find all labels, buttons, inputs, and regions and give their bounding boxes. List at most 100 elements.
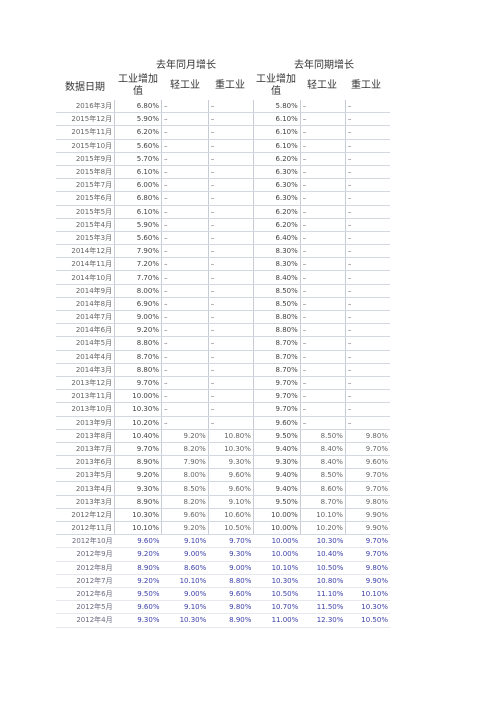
light-period-cell: –: [299, 152, 346, 166]
date-cell: 2012年4月: [56, 613, 115, 628]
industrial-yoy-cell: 7.90%: [114, 244, 162, 259]
heavy-period-cell: 9.70%: [344, 442, 390, 457]
industrial-yoy-cell: 6.80%: [114, 191, 162, 206]
heavy-period-cell: –: [344, 152, 390, 166]
heavy-yoy-cell: 9.60%: [207, 468, 254, 483]
date-cell: 2014年3月: [56, 363, 115, 377]
light-yoy-cell: 8.00%: [161, 468, 209, 483]
light-period-cell: 10.20%: [299, 521, 346, 536]
heavy-period-cell: –: [344, 323, 390, 338]
heavy-period-cell: 10.50%: [345, 613, 390, 628]
light-yoy-cell: –: [161, 389, 209, 404]
heavy-period-cell: 9.70%: [345, 534, 390, 549]
heavy-yoy-cell: 9.10%: [207, 495, 254, 509]
light-yoy-cell: 9.20%: [161, 429, 209, 443]
date-cell: 2016年3月: [56, 100, 115, 114]
light-period-cell: –: [299, 178, 346, 193]
light-yoy-cell: –: [161, 231, 209, 246]
table-row: 2013年3月 8.90% 8.20% 9.10% 9.50% 8.70% 9.80%: [56, 495, 390, 509]
light-yoy-cell: 9.10%: [161, 600, 209, 615]
heavy-period-cell: –: [344, 231, 390, 246]
light-period-cell: –: [299, 323, 346, 338]
light-yoy-cell: 9.00%: [161, 587, 209, 602]
light-period-cell: 8.40%: [299, 442, 346, 457]
light-yoy-cell: –: [161, 363, 209, 377]
light-yoy-cell: –: [161, 165, 209, 180]
heavy-period-cell: –: [344, 270, 390, 285]
light-period-cell: –: [299, 218, 346, 232]
heavy-period-cell: –: [344, 350, 390, 364]
light-period-cell: –: [299, 297, 346, 312]
light-period-cell: 10.10%: [299, 508, 346, 523]
light-yoy-cell: 10.30%: [161, 613, 209, 628]
heavy-yoy-cell: 9.70%: [208, 534, 254, 549]
date-cell: 2013年12月: [56, 376, 115, 391]
heavy-period-cell: 9.80%: [344, 495, 390, 509]
date-cell: 2012年5月: [56, 600, 115, 615]
light-yoy-cell: 9.10%: [161, 534, 209, 549]
heavy-period-cell: 9.70%: [344, 481, 390, 496]
table-row: 2013年5月 9.20% 8.00% 9.60% 9.40% 8.50% 9.70%: [56, 468, 390, 483]
heavy-period-cell: –: [344, 178, 390, 193]
industrial-period-cell: 10.00%: [253, 534, 301, 549]
heavy-yoy-cell: –: [207, 191, 254, 206]
industrial-period-cell: 6.20%: [252, 205, 301, 219]
industrial-yoy-cell: 9.00%: [114, 310, 162, 325]
industrial-yoy-cell: 8.90%: [114, 495, 162, 509]
table-row: 2014年4月 8.70% – –8.70% – –: [56, 350, 390, 364]
light-period-cell: –: [299, 231, 346, 246]
table-row: 2014年10月 7.70% – –8.40% – –: [56, 270, 390, 285]
light-period-cell: –: [299, 402, 346, 417]
industrial-yoy-cell: 10.10%: [114, 521, 162, 536]
industrial-period-cell: 6.20%: [252, 218, 301, 232]
date-cell: 2014年7月: [56, 310, 115, 325]
heavy-yoy-cell: –: [207, 323, 254, 338]
date-cell: 2015年8月: [56, 165, 115, 180]
header-light-industry: 轻工业: [170, 80, 200, 91]
industrial-period-cell: 10.70%: [253, 600, 301, 615]
industrial-period-cell: 9.70%: [252, 389, 301, 404]
industrial-yoy-cell: 8.90%: [114, 561, 162, 575]
light-yoy-cell: –: [161, 297, 209, 312]
light-period-cell: 10.80%: [300, 574, 346, 588]
industrial-period-cell: 6.30%: [252, 178, 301, 193]
date-cell: 2013年11月: [56, 389, 115, 404]
industrial-yoy-cell: 7.20%: [114, 257, 162, 272]
industrial-yoy-cell: 8.90%: [114, 455, 162, 470]
table-row: 2015年11月 6.20% – –6.10% – –: [56, 125, 390, 140]
industrial-yoy-cell: 6.10%: [114, 205, 162, 219]
industrial-yoy-cell: 5.60%: [114, 231, 162, 246]
table-row: 2012年8月 8.90% 8.60% 9.00% 10.10% 10.50% 9.80%: [56, 561, 390, 575]
industrial-yoy-cell: 10.00%: [114, 389, 162, 404]
table-row: 2014年8月 6.90% – –8.50% – –: [56, 297, 390, 312]
industrial-period-cell: 9.40%: [252, 468, 301, 483]
industrial-period-cell: 10.00%: [252, 508, 301, 523]
date-cell: 2014年5月: [56, 336, 115, 351]
light-yoy-cell: 10.10%: [161, 574, 209, 588]
light-period-cell: 8.50%: [299, 468, 346, 483]
table-row: 2014年6月 9.20% – –8.80% – –: [56, 323, 390, 338]
date-cell: 2015年11月: [56, 125, 115, 140]
industrial-yoy-cell: 6.20%: [114, 125, 162, 140]
heavy-period-cell: 9.90%: [345, 574, 390, 588]
industrial-yoy-cell: 9.30%: [114, 613, 162, 628]
date-cell: 2013年7月: [56, 442, 115, 457]
industrial-period-cell: 8.40%: [252, 270, 301, 285]
industrial-yoy-cell: 6.10%: [114, 165, 162, 180]
date-cell: 2015年10月: [56, 139, 115, 153]
table-row: 2012年11月 10.10% 9.20% 10.50% 10.00% 10.20% 9.9…: [56, 521, 390, 536]
light-period-cell: 8.60%: [299, 481, 346, 496]
date-cell: 2013年6月: [56, 455, 115, 470]
light-yoy-cell: –: [161, 139, 209, 153]
light-period-cell: 11.50%: [300, 600, 346, 615]
industrial-period-cell: 10.00%: [253, 547, 301, 562]
light-yoy-cell: –: [161, 270, 209, 285]
light-period-cell: –: [299, 205, 346, 219]
light-yoy-cell: –: [161, 336, 209, 351]
industrial-yoy-cell: 6.00%: [114, 178, 162, 193]
industrial-yoy-cell: 5.90%: [114, 112, 162, 127]
table-row: 2013年7月 9.70% 8.20% 10.30% 9.40% 8.40% 9.70%: [56, 442, 390, 457]
date-cell: 2012年6月: [56, 587, 115, 602]
light-yoy-cell: 8.20%: [161, 495, 209, 509]
table-row: 2014年11月 7.20% – –8.30% – –: [56, 257, 390, 272]
